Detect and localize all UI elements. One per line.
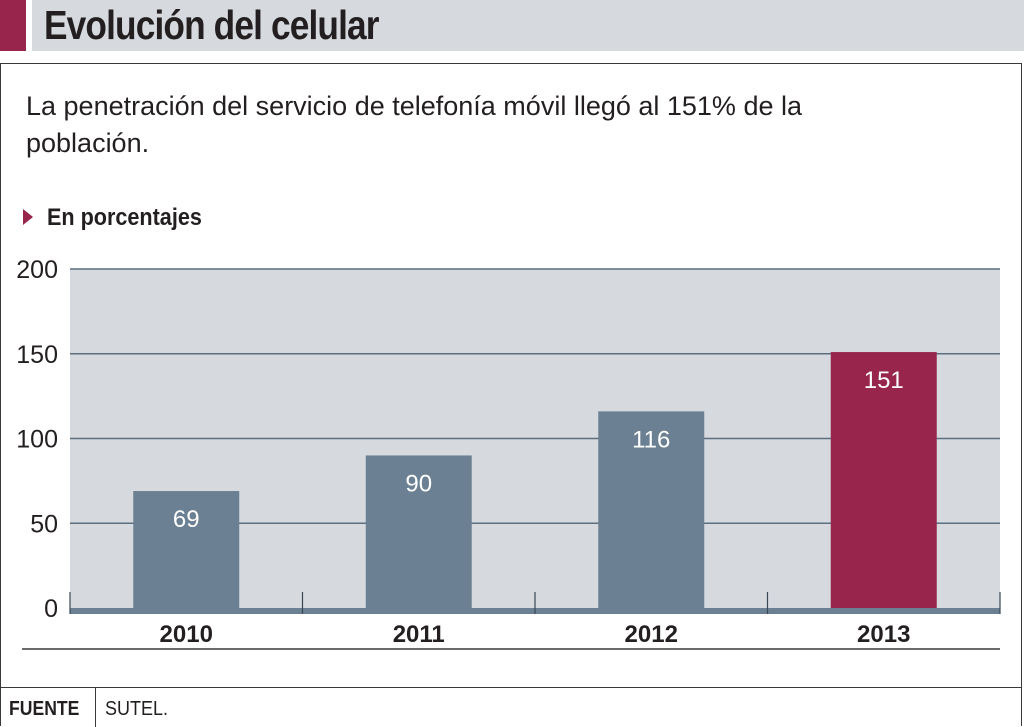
bar-2012	[598, 411, 705, 608]
bar-2013	[830, 352, 937, 608]
header-bar	[32, 0, 1024, 51]
source-text: SUTEL.	[105, 698, 169, 720]
y-tick-label: 0	[44, 595, 58, 623]
y-tick-label: 50	[30, 510, 58, 538]
data-label: 151	[864, 367, 904, 394]
data-label: 116	[632, 426, 670, 453]
chart-frame	[0, 63, 1022, 726]
data-label: 90	[405, 470, 432, 497]
source-label: FUENTE	[9, 698, 80, 720]
bar-chart: 0 50 100 150 200 69 90 116 151 2010 2011 2012 2013	[16, 256, 1001, 650]
x-tick-label: 2010	[160, 621, 213, 648]
header-accent	[0, 0, 26, 51]
chart-title: Evolución del celular	[44, 2, 380, 48]
footer-divider-line	[0, 687, 1022, 688]
bar-2011	[365, 455, 472, 608]
x-tick-label: 2013	[857, 621, 910, 648]
y-tick-label: 150	[16, 341, 58, 369]
data-label: 69	[173, 506, 200, 533]
x-tick-label: 2011	[393, 621, 445, 648]
footer-separator	[95, 688, 96, 727]
chart-subtitle: La penetración del servicio de telefonía…	[26, 91, 802, 158]
bar-2010	[133, 491, 240, 608]
unit-label: En porcentajes	[47, 204, 202, 231]
y-tick-label: 200	[16, 256, 58, 284]
triangle-bullet-icon	[23, 209, 33, 225]
y-tick-label: 100	[16, 426, 58, 454]
x-tick-label: 2012	[625, 621, 678, 648]
